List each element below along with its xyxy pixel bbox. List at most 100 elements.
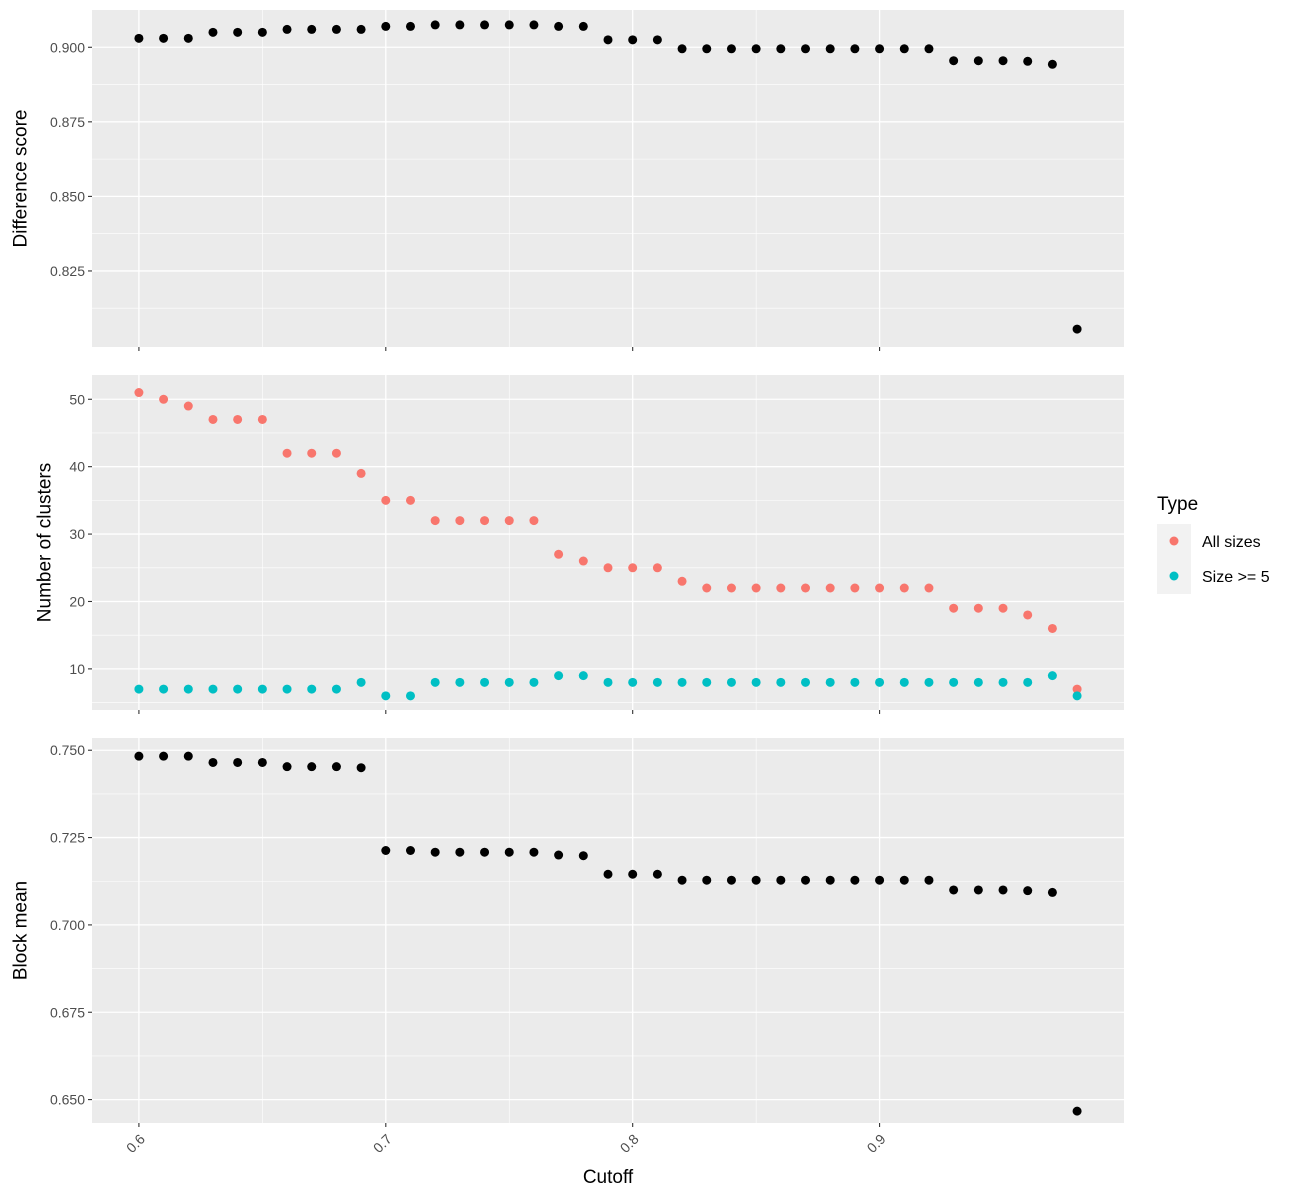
data-point — [381, 21, 391, 31]
data-point — [356, 24, 366, 34]
data-point — [233, 757, 243, 767]
x-tick-label: 0.7 — [370, 1131, 395, 1156]
y-tick-label: 10 — [69, 661, 85, 677]
data-point — [850, 677, 860, 687]
data-point — [652, 677, 662, 687]
data-point — [776, 875, 786, 885]
data-point — [1047, 671, 1057, 681]
data-point — [455, 20, 465, 30]
x-axis-title: Cutoff — [583, 1167, 634, 1188]
data-point — [578, 21, 588, 31]
data-point — [628, 35, 638, 45]
data-point — [356, 763, 366, 773]
data-point — [973, 885, 983, 895]
data-point — [208, 414, 218, 424]
data-point — [529, 847, 539, 857]
data-point — [924, 583, 934, 593]
data-point — [628, 677, 638, 687]
legend: Type All sizes Size >= 5 — [1157, 494, 1270, 594]
data-point — [801, 677, 811, 687]
data-point — [233, 414, 243, 424]
data-point — [331, 684, 341, 694]
data-point — [1023, 677, 1033, 687]
data-point — [183, 33, 193, 43]
legend-marker-all-sizes — [1169, 536, 1179, 546]
panel-3: 0.650 0.675 0.700 0.725 0.750 0.6 0.7 0.8 0.9 Blo… — [11, 738, 1124, 1156]
data-point — [899, 875, 909, 885]
y-axis-title: Difference score — [11, 110, 32, 248]
data-point — [134, 388, 144, 398]
data-point — [726, 875, 736, 885]
data-point — [702, 875, 712, 885]
data-point — [899, 583, 909, 593]
y-tick-label: 0.825 — [50, 263, 85, 279]
data-point — [159, 684, 169, 694]
data-point — [776, 677, 786, 687]
data-point — [1072, 1106, 1082, 1116]
data-point — [973, 603, 983, 613]
data-point — [257, 414, 267, 424]
data-point — [233, 27, 243, 37]
data-point — [702, 44, 712, 54]
data-point — [504, 20, 514, 30]
data-point — [1072, 324, 1082, 334]
data-point — [628, 869, 638, 879]
data-point — [480, 677, 490, 687]
data-point — [825, 875, 835, 885]
legend-title: Type — [1157, 494, 1198, 515]
data-point — [455, 677, 465, 687]
data-point — [134, 33, 144, 43]
data-point — [973, 677, 983, 687]
data-point — [208, 757, 218, 767]
data-point — [949, 56, 959, 66]
data-point — [356, 677, 366, 687]
data-point — [1047, 887, 1057, 897]
data-point — [554, 21, 564, 31]
data-point — [554, 850, 564, 860]
data-point — [183, 751, 193, 761]
data-point — [208, 27, 218, 37]
data-point — [677, 677, 687, 687]
data-point — [405, 21, 415, 31]
data-point — [677, 44, 687, 54]
panel-background — [92, 738, 1124, 1123]
data-point — [405, 495, 415, 505]
y-tick-label: 0.725 — [50, 830, 85, 846]
panel-2: 10 20 30 40 50 Number of clusters — [35, 375, 1124, 714]
legend-marker-size-ge-5 — [1169, 571, 1179, 581]
data-point — [1023, 56, 1033, 66]
y-tick-label: 20 — [69, 593, 85, 609]
data-point — [850, 583, 860, 593]
data-point — [1047, 623, 1057, 633]
data-point — [159, 751, 169, 761]
data-point — [504, 516, 514, 526]
data-point — [183, 401, 193, 411]
data-point — [233, 684, 243, 694]
data-point — [603, 563, 613, 573]
data-point — [480, 20, 490, 30]
y-tick-label: 0.875 — [50, 114, 85, 130]
data-point — [801, 44, 811, 54]
y-tick-label: 0.900 — [50, 39, 85, 55]
data-point — [751, 677, 761, 687]
data-point — [405, 845, 415, 855]
data-point — [825, 677, 835, 687]
data-point — [652, 869, 662, 879]
x-tick-label: 0.8 — [617, 1131, 642, 1156]
data-point — [751, 875, 761, 885]
data-point — [307, 448, 317, 458]
y-tick-label: 0.700 — [50, 917, 85, 933]
data-point — [480, 847, 490, 857]
data-point — [331, 762, 341, 772]
data-point — [1023, 610, 1033, 620]
data-point — [1023, 886, 1033, 896]
y-tick-label: 40 — [69, 459, 85, 475]
data-point — [850, 44, 860, 54]
y-tick-label: 50 — [69, 391, 85, 407]
y-tick-label: 0.850 — [50, 188, 85, 204]
data-point — [776, 583, 786, 593]
data-point — [282, 448, 292, 458]
data-point — [998, 603, 1008, 613]
data-point — [405, 691, 415, 701]
